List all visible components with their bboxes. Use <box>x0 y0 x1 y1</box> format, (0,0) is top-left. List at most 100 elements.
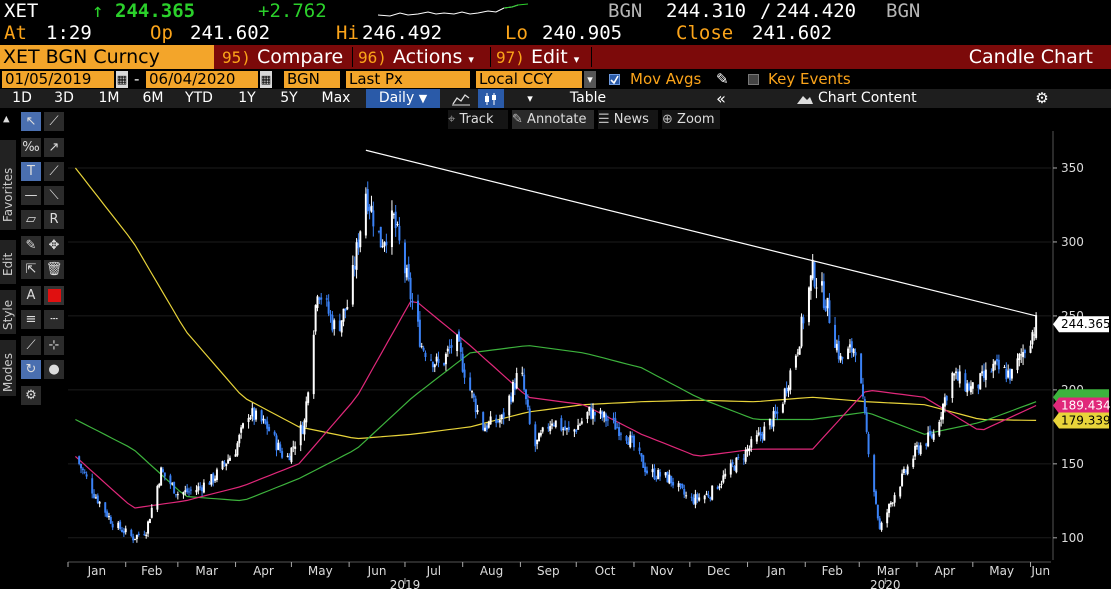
edit-pen-icon[interactable]: ✎ <box>21 236 41 255</box>
ccy-mode-select[interactable]: Local CCY <box>476 71 582 88</box>
range-6m[interactable]: 6M <box>142 90 164 106</box>
chevron-down-icon[interactable]: ▾ <box>584 71 596 88</box>
security-field[interactable]: XET BGN Curncy <box>0 45 214 69</box>
pointer-icon[interactable]: ↖ <box>21 112 41 131</box>
line-chart-icon[interactable] <box>446 89 476 108</box>
mov-avgs-checkbox[interactable] <box>609 74 620 85</box>
ma-pink-line <box>75 300 1037 509</box>
range-1m[interactable]: 1M <box>98 90 120 106</box>
chart-content-button[interactable]: Chart Content <box>818 90 917 106</box>
tab-edit[interactable]: Edit <box>0 240 16 284</box>
candle-body <box>210 474 213 485</box>
palette-icon[interactable]: ● <box>44 360 64 379</box>
tab-style[interactable]: Style <box>0 290 16 334</box>
candle-body <box>901 473 904 486</box>
candle-chart-icon[interactable] <box>478 89 504 108</box>
brush-tool-icon[interactable]: ⟋ <box>44 162 64 181</box>
candle-body <box>552 424 555 426</box>
range-1y[interactable]: 1Y <box>238 90 256 106</box>
annotate-button[interactable]: ✎ Annotate <box>512 110 594 129</box>
candle-body <box>573 429 576 432</box>
candle-body <box>707 494 710 497</box>
candle-body <box>768 418 771 426</box>
table-button[interactable]: Table <box>569 90 607 106</box>
candle-body <box>953 373 956 376</box>
edit-button[interactable]: 97) Edit ▾ <box>496 45 579 69</box>
crosshair-mode-icon[interactable]: ⊹ <box>44 336 64 355</box>
end-date-field[interactable]: 06/04/2020 <box>146 71 258 88</box>
collapse-triangle-icon[interactable]: ▲ <box>3 112 10 125</box>
candle-body <box>277 442 280 450</box>
candle-body <box>996 358 999 362</box>
candle-body <box>214 478 217 481</box>
candle-body <box>228 457 231 461</box>
candle-body <box>290 447 293 463</box>
arrow-tool-icon[interactable]: ↗ <box>44 138 64 157</box>
calendar-icon[interactable]: ▦ <box>116 71 128 88</box>
gear-icon[interactable]: ⚙ <box>1035 89 1049 107</box>
line-weight-icon[interactable]: ≡ <box>21 310 41 329</box>
candle-body <box>874 491 877 504</box>
candle-body <box>132 536 135 541</box>
range-5y[interactable]: 5Y <box>280 90 298 106</box>
move-icon[interactable]: ✥ <box>44 236 64 255</box>
range-1d[interactable]: 1D <box>12 90 32 106</box>
candle-body <box>632 435 635 448</box>
range-max[interactable]: Max <box>321 90 351 106</box>
font-icon[interactable]: A <box>21 286 41 305</box>
color-picker-icon[interactable] <box>44 286 64 305</box>
start-date-field[interactable]: 01/05/2019 <box>2 71 114 88</box>
news-button[interactable]: ☰ News <box>598 110 658 129</box>
collapse-left-icon[interactable]: « <box>716 89 726 108</box>
regression-icon[interactable]: R <box>44 210 64 229</box>
text-tool-icon[interactable]: T <box>21 162 41 181</box>
price-field-select[interactable]: Last Px <box>346 71 470 88</box>
candle-body <box>670 475 673 484</box>
select-icon[interactable]: ⇱ <box>21 260 41 279</box>
currency-field[interactable]: BGN <box>284 71 340 88</box>
candle-body <box>119 521 122 529</box>
magnet-icon[interactable]: ⟋ <box>21 336 41 355</box>
zoom-label: Zoom <box>677 112 715 127</box>
candle-body <box>303 420 306 435</box>
mov-avgs-label: Mov Avgs <box>630 70 702 88</box>
candle-body <box>390 210 393 248</box>
pink-ma-tag-bg <box>1053 397 1109 414</box>
chart-type-dropdown-icon[interactable]: ▾ <box>527 92 533 105</box>
key-events-checkbox[interactable] <box>748 74 759 85</box>
range-ytd[interactable]: YTD <box>185 90 213 106</box>
candle-body <box>255 410 258 420</box>
line-tool-icon[interactable]: ⟋ <box>44 112 64 131</box>
candle-body <box>541 427 544 432</box>
pencil-icon[interactable]: ✎ <box>716 70 729 88</box>
ray-tool-icon[interactable]: ⟍ <box>44 186 64 205</box>
actions-button[interactable]: 96) Actions ▾ <box>358 45 474 69</box>
trash-icon[interactable]: 🗑 <box>44 260 64 279</box>
candle-body <box>333 320 336 330</box>
edit-tab-label: Edit <box>1 252 15 276</box>
calendar-icon[interactable]: ▦ <box>260 71 272 88</box>
compare-button[interactable]: 95) Compare <box>222 45 343 69</box>
line-style-icon[interactable]: ┄ <box>44 310 64 329</box>
tab-favorites[interactable]: Favorites <box>0 140 16 230</box>
refresh-mode-icon[interactable]: ↻ <box>21 360 41 379</box>
candle-body <box>500 414 503 420</box>
channel-tool-icon[interactable]: ▱ <box>21 210 41 229</box>
settings-gear-icon[interactable]: ⚙ <box>21 386 41 405</box>
tab-modes[interactable]: Modes <box>0 340 16 396</box>
horizontal-line-icon[interactable]: — <box>21 186 41 205</box>
candle-body <box>755 435 758 442</box>
zoom-button[interactable]: ⊕ Zoom <box>662 110 720 129</box>
candle-body <box>182 492 185 495</box>
candle-body <box>221 461 224 470</box>
percent-tool-icon[interactable]: ‰ <box>21 138 41 157</box>
track-button[interactable]: ⌖ Track <box>448 110 508 129</box>
candle-body <box>724 473 727 477</box>
trendline[interactable] <box>365 149 1037 317</box>
candle-body <box>834 324 837 348</box>
year-label: 2020 <box>870 578 901 589</box>
frequency-select[interactable]: Daily ▼ <box>366 89 440 108</box>
candle-body <box>148 519 151 524</box>
range-3d[interactable]: 3D <box>54 90 74 106</box>
